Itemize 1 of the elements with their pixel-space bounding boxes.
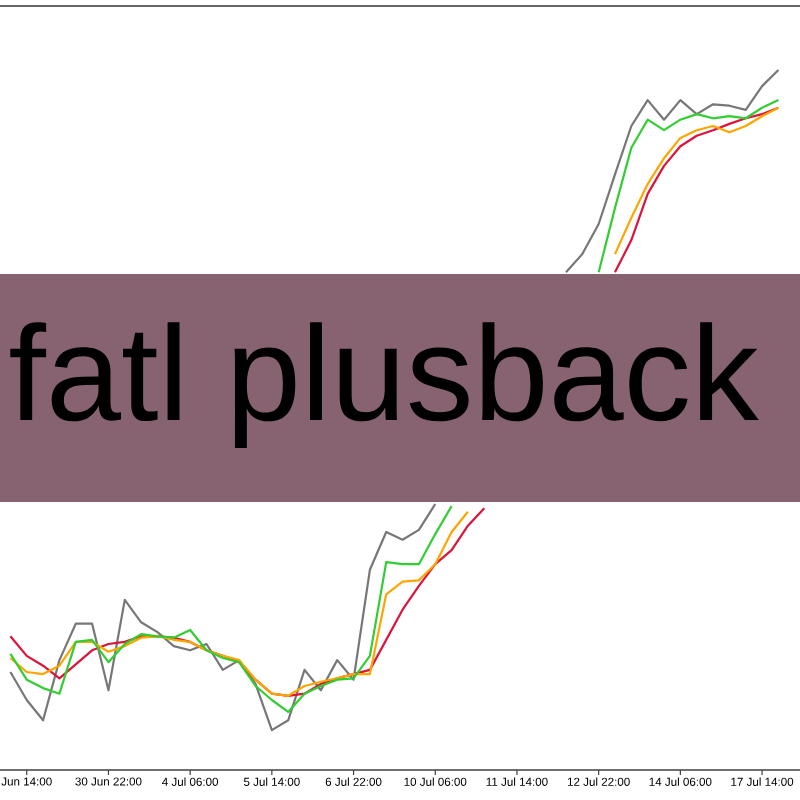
text: fatl plusback xyxy=(10,322,759,448)
